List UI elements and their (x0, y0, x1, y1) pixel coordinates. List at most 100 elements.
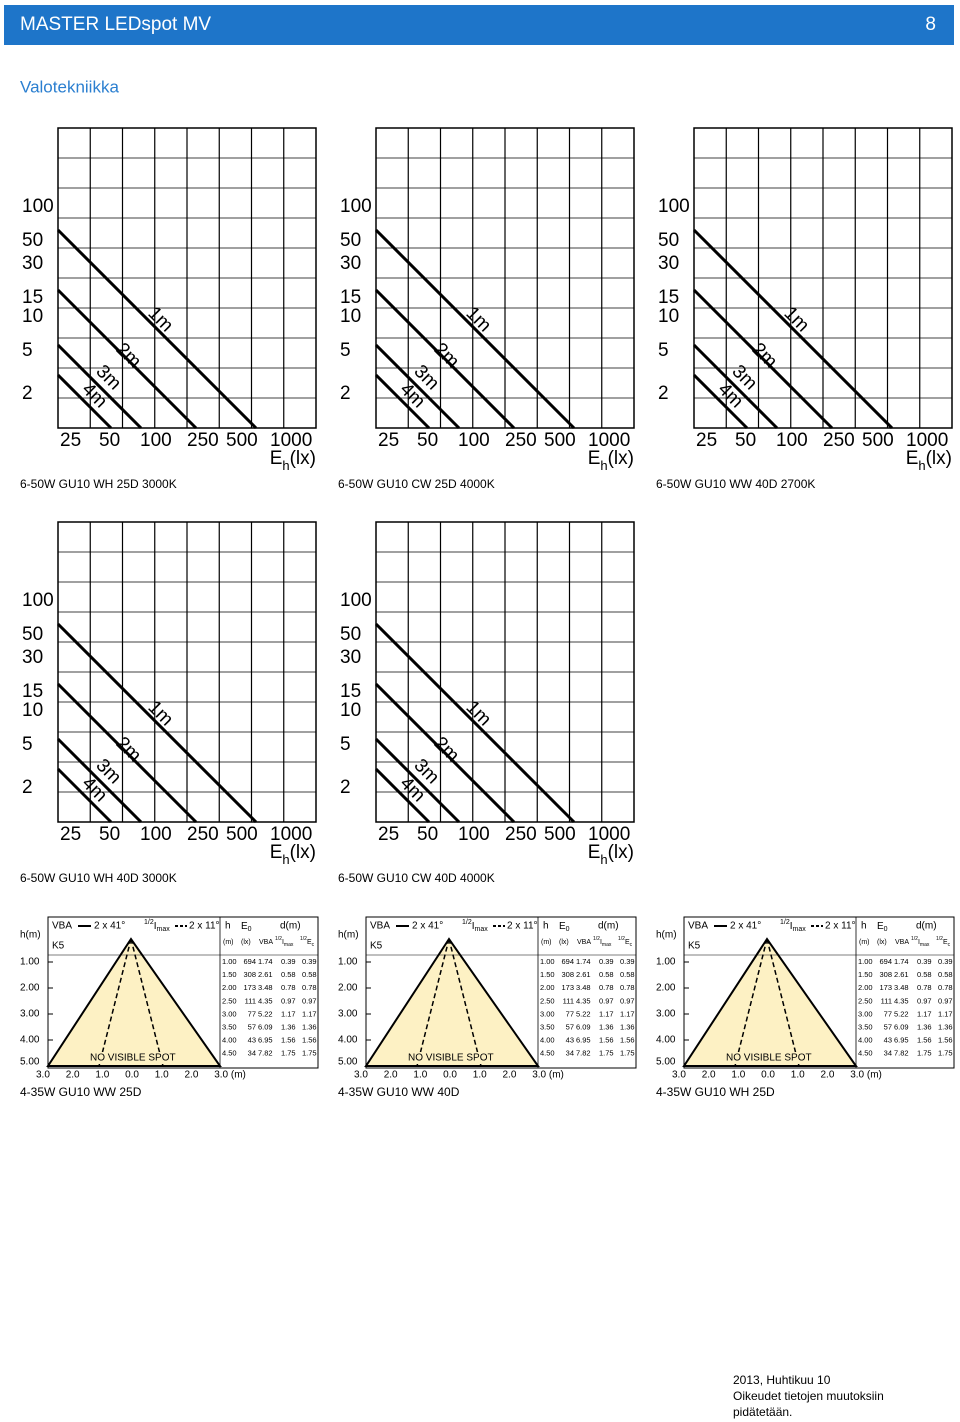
half-beam (98, 938, 132, 1067)
class-label: K5 (52, 941, 65, 952)
unit-part: E (625, 939, 630, 946)
y-label: 5.00 (338, 1057, 358, 1068)
unit-part: 1/2 (911, 936, 918, 942)
unit-part: E (307, 939, 312, 946)
no-spot-box (88, 1052, 176, 1064)
y-label: 2 (658, 383, 669, 404)
half-beam (734, 938, 768, 1067)
distance-line (692, 228, 894, 430)
no-spot-box (406, 1052, 494, 1064)
table-cell: 0.58 (599, 970, 614, 979)
y-label: 5 (340, 734, 351, 755)
x-label: 3.0 (m) (532, 1070, 564, 1081)
distance-line (56, 682, 198, 824)
col-e0: E0 (241, 921, 252, 934)
table-cell: 0.97 (620, 996, 635, 1005)
unit: 1/2Ec (618, 936, 633, 948)
x-label: 1.0 (473, 1070, 487, 1081)
table-cell: 1.75 (302, 1049, 317, 1058)
table-cell: 4.35 (258, 996, 273, 1005)
table-cell: 173 (879, 983, 892, 992)
unit-part: 1/2 (593, 936, 600, 942)
unit-label: Eh(lx) (270, 842, 316, 867)
unit-part: c (630, 942, 633, 948)
y-label: 30 (340, 253, 361, 274)
diagram-caption: 6-50W GU10 WH 25D 3000K (20, 477, 177, 491)
unit-label: Eh(lx) (588, 842, 634, 867)
table-cell: 43 (566, 1036, 574, 1045)
distance-line (56, 288, 198, 430)
x-label: 3.0 (m) (850, 1070, 882, 1081)
unit: 1/2Ec (936, 936, 951, 948)
class-label: K5 (370, 941, 383, 952)
table-cell: 111 (245, 996, 256, 1005)
unit-part: E (943, 939, 948, 946)
y-label: 3.00 (20, 1009, 40, 1020)
unit-label-part: E (270, 448, 283, 469)
half-beam (416, 938, 450, 1067)
table-cell: 0.78 (917, 983, 932, 992)
y-label: 10 (658, 306, 679, 327)
col-e0: E0 (559, 921, 570, 934)
unit-part: max (602, 942, 612, 948)
col-h: h (861, 921, 867, 932)
table-cell: 0.97 (917, 996, 932, 1005)
x-label: 100 (458, 430, 490, 451)
x-label: 1.0 (155, 1070, 169, 1081)
x-label: 1000 (588, 824, 630, 845)
y-label: 30 (22, 647, 43, 668)
unit: (lx) (241, 939, 251, 946)
distance-line (56, 228, 258, 430)
col-d: d(m) (916, 921, 937, 932)
table-cell: 1.56 (938, 1036, 953, 1045)
table-cell: 0.97 (302, 996, 317, 1005)
unit-label-part: E (270, 842, 283, 863)
table-cell: 1.50 (222, 970, 237, 979)
table-cell: 1.75 (938, 1049, 953, 1058)
col-e0-part: E (241, 921, 248, 932)
diagram-caption: 6-50W GU10 CW 40D 4000K (338, 871, 495, 885)
y-label: 2 (340, 383, 351, 404)
legend-half-part: 1/2 (462, 919, 472, 926)
table-cell: 1.50 (540, 970, 555, 979)
y-label: 10 (22, 700, 43, 721)
y-label: 1.00 (656, 957, 676, 968)
y-label: 3.00 (338, 1009, 358, 1020)
legend-vba: VBA (688, 921, 708, 932)
table-cell: 0.58 (938, 970, 953, 979)
footer-line: pidätetään. (733, 1405, 792, 1419)
table-cell: 1.36 (938, 1022, 953, 1031)
y-label: 5 (340, 340, 351, 361)
col-e0-part: 0 (566, 926, 570, 933)
x-label: 1000 (270, 824, 312, 845)
table-cell: 2.61 (894, 970, 909, 979)
table-cell: 6.09 (576, 1022, 591, 1031)
col-e0-part: 0 (248, 926, 252, 933)
x-label: 1.0 (413, 1070, 427, 1081)
table-cell: 57 (248, 1022, 256, 1031)
y-label: 10 (22, 306, 43, 327)
x-label: 250 (823, 430, 855, 451)
x-label: 1.0 (95, 1070, 109, 1081)
table-cell: 6.09 (894, 1022, 909, 1031)
x-label: 3.0 (672, 1070, 686, 1081)
col-d: d(m) (280, 921, 301, 932)
x-label: 1000 (906, 430, 948, 451)
distance-line (692, 288, 834, 430)
legend-half-part: max (793, 926, 807, 933)
distance-line (692, 373, 749, 430)
y-label: 5 (22, 340, 33, 361)
x-label: 3.0 (36, 1070, 50, 1081)
table-cell: 43 (884, 1036, 892, 1045)
table-cell: 308 (561, 970, 574, 979)
table-cell: 308 (243, 970, 256, 979)
y-label: 50 (340, 624, 361, 645)
y-label: 100 (658, 196, 690, 217)
beam-cone (364, 937, 540, 1067)
table-cell: 1.36 (917, 1022, 932, 1031)
table-cell: 173 (561, 983, 574, 992)
x-label: 25 (60, 430, 81, 451)
beam-cone (46, 937, 222, 1067)
x-label: 3.0 (m) (214, 1070, 246, 1081)
table-cell: 3.48 (894, 983, 909, 992)
